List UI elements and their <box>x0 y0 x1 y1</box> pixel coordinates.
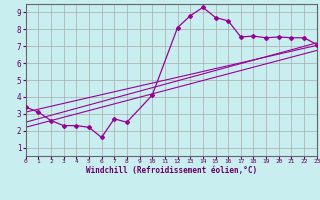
X-axis label: Windchill (Refroidissement éolien,°C): Windchill (Refroidissement éolien,°C) <box>86 166 257 175</box>
